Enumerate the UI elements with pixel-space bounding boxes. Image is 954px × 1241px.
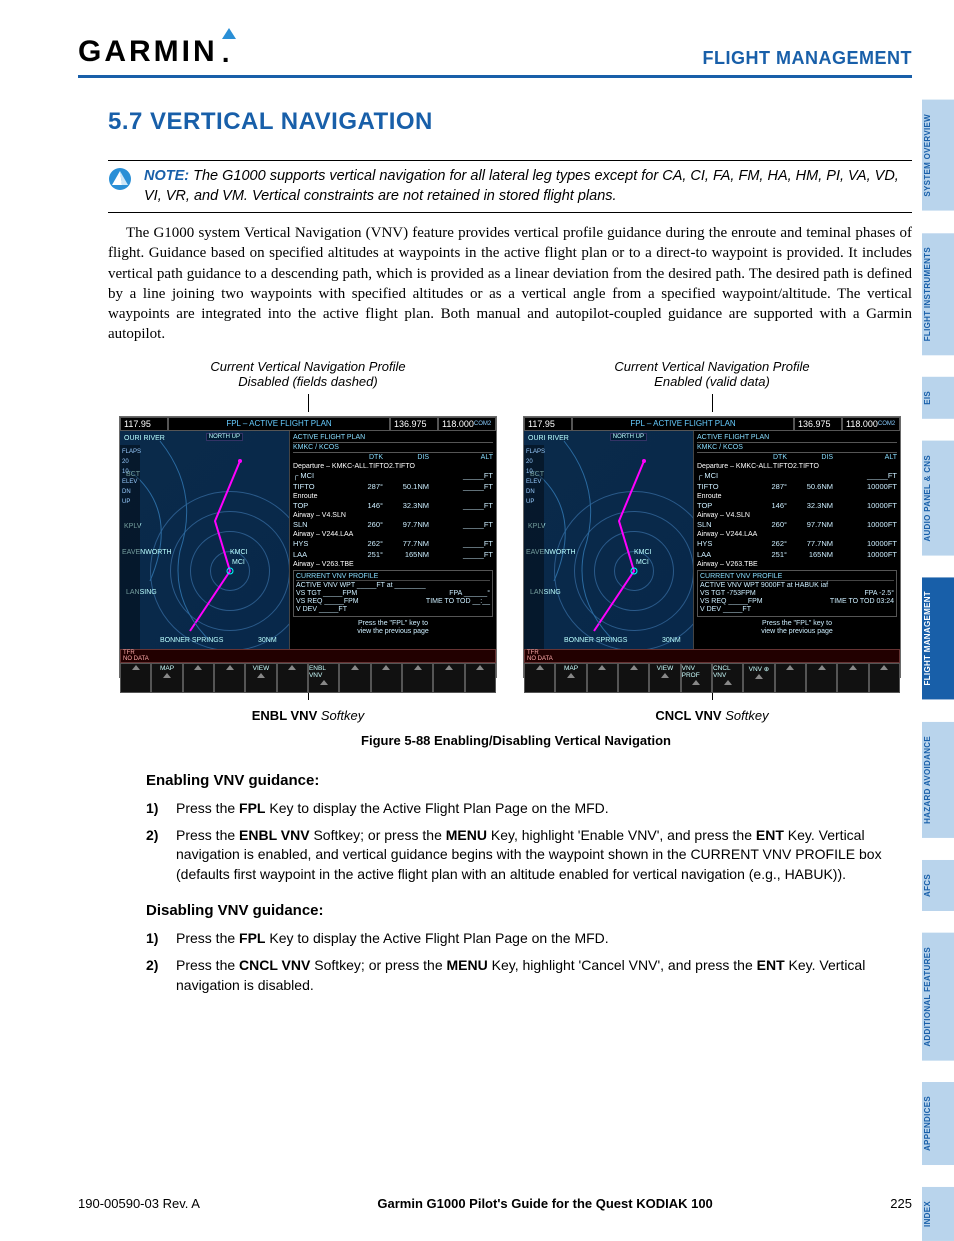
enable-heading: Enabling VNV guidance:	[146, 772, 954, 789]
mfd-softkey: MAP	[151, 663, 182, 693]
mfd-softkey	[433, 663, 464, 693]
side-tab[interactable]: EIS	[922, 377, 954, 419]
side-tab[interactable]: INDEX	[922, 1187, 954, 1241]
procedure-step: 2)Press the CNCL VNV Softkey; or press t…	[146, 956, 912, 995]
figure-caption: Figure 5-88 Enabling/Disabling Vertical …	[78, 733, 954, 748]
side-tab[interactable]: ADDITIONAL FEATURES	[922, 933, 954, 1061]
fig-right-callout: Current Vertical Navigation Profile Enab…	[614, 359, 809, 390]
side-tab[interactable]: FLIGHT MANAGEMENT	[922, 577, 954, 699]
disable-list: 1)Press the FPL Key to display the Activ…	[146, 929, 912, 995]
mfd-softkey	[465, 663, 496, 693]
side-tab[interactable]: AUDIO PANEL & CNS	[922, 441, 954, 556]
procedure-step: 2)Press the ENBL VNV Softkey; or press t…	[146, 826, 912, 884]
mfd-softkey: VIEW	[649, 663, 680, 693]
softkey-left-label: ENBL VNV Softkey	[252, 708, 364, 723]
chapter-title: FLIGHT MANAGEMENT	[703, 48, 912, 69]
mfd-softkey: VNV ⊕	[743, 663, 774, 693]
mfd-softkey: VIEW	[245, 663, 276, 693]
procedure-step: 1)Press the FPL Key to display the Activ…	[146, 929, 912, 948]
note-box: NOTE: The G1000 supports vertical naviga…	[108, 160, 912, 213]
footer-title: Garmin G1000 Pilot's Guide for the Quest…	[377, 1196, 712, 1211]
footer-pagenum: 225	[890, 1196, 912, 1211]
softkey-right-label: CNCL VNV Softkey	[655, 708, 768, 723]
side-tabs: SYSTEM OVERVIEW FLIGHT INSTRUMENTS EIS AUDI…	[922, 100, 954, 1241]
note-body: The G1000 supports vertical navigation f…	[144, 168, 899, 204]
mfd-softkey	[402, 663, 433, 693]
side-tab[interactable]: APPENDICES	[922, 1082, 954, 1165]
mfd-softkey	[837, 663, 868, 693]
mfd-softkey	[587, 663, 618, 693]
figure-right: Current Vertical Navigation Profile Enab…	[523, 359, 901, 723]
disable-heading: Disabling VNV guidance:	[146, 902, 954, 919]
mfd-softkey	[775, 663, 806, 693]
mfd-right: 117.95FPL – ACTIVE FLIGHT PLAN136.975118…	[523, 416, 901, 678]
section-heading: 5.7 VERTICAL NAVIGATION	[108, 108, 954, 136]
fig-left-callout: Current Vertical Navigation Profile Disa…	[210, 359, 405, 390]
mfd-softkey: VNV PROF	[681, 663, 712, 693]
header-rule	[78, 75, 912, 78]
side-tab[interactable]: HAZARD AVOIDANCE	[922, 722, 954, 838]
mfd-left: 117.95FPL – ACTIVE FLIGHT PLAN136.975118…	[119, 416, 497, 678]
brand-logo: GARMIN .	[78, 28, 236, 69]
note-text: NOTE: The G1000 supports vertical naviga…	[144, 167, 912, 206]
side-tab[interactable]: FLIGHT INSTRUMENTS	[922, 233, 954, 355]
mfd-softkey: MAP	[555, 663, 586, 693]
mfd-softkey	[214, 663, 245, 693]
mfd-softkey	[120, 663, 151, 693]
page-footer: 190-00590-03 Rev. A Garmin G1000 Pilot's…	[78, 1196, 912, 1211]
mfd-softkey	[869, 663, 900, 693]
mfd-softkey: CNCL VNV	[712, 663, 743, 693]
mfd-softkey	[183, 663, 214, 693]
body-paragraph: The G1000 system Vertical Navigation (VN…	[108, 223, 912, 345]
mfd-softkey	[806, 663, 837, 693]
mfd-softkey: ENBL VNV	[308, 663, 339, 693]
side-tab[interactable]: AFCS	[922, 860, 954, 911]
mfd-softkey	[618, 663, 649, 693]
enable-list: 1)Press the FPL Key to display the Activ…	[146, 799, 912, 884]
figures-row: Current Vertical Navigation Profile Disa…	[108, 359, 912, 723]
mfd-softkey	[524, 663, 555, 693]
footer-docnum: 190-00590-03 Rev. A	[78, 1196, 200, 1211]
mfd-softkey	[277, 663, 308, 693]
mfd-softkey	[371, 663, 402, 693]
brand-name: GARMIN	[78, 35, 218, 69]
mfd-softkey	[339, 663, 370, 693]
figure-left: Current Vertical Navigation Profile Disa…	[119, 359, 497, 723]
side-tab[interactable]: SYSTEM OVERVIEW	[922, 100, 954, 211]
page-header: GARMIN . FLIGHT MANAGEMENT	[78, 28, 954, 69]
note-label: NOTE:	[144, 168, 189, 184]
note-icon	[108, 167, 132, 191]
procedure-step: 1)Press the FPL Key to display the Activ…	[146, 799, 912, 818]
